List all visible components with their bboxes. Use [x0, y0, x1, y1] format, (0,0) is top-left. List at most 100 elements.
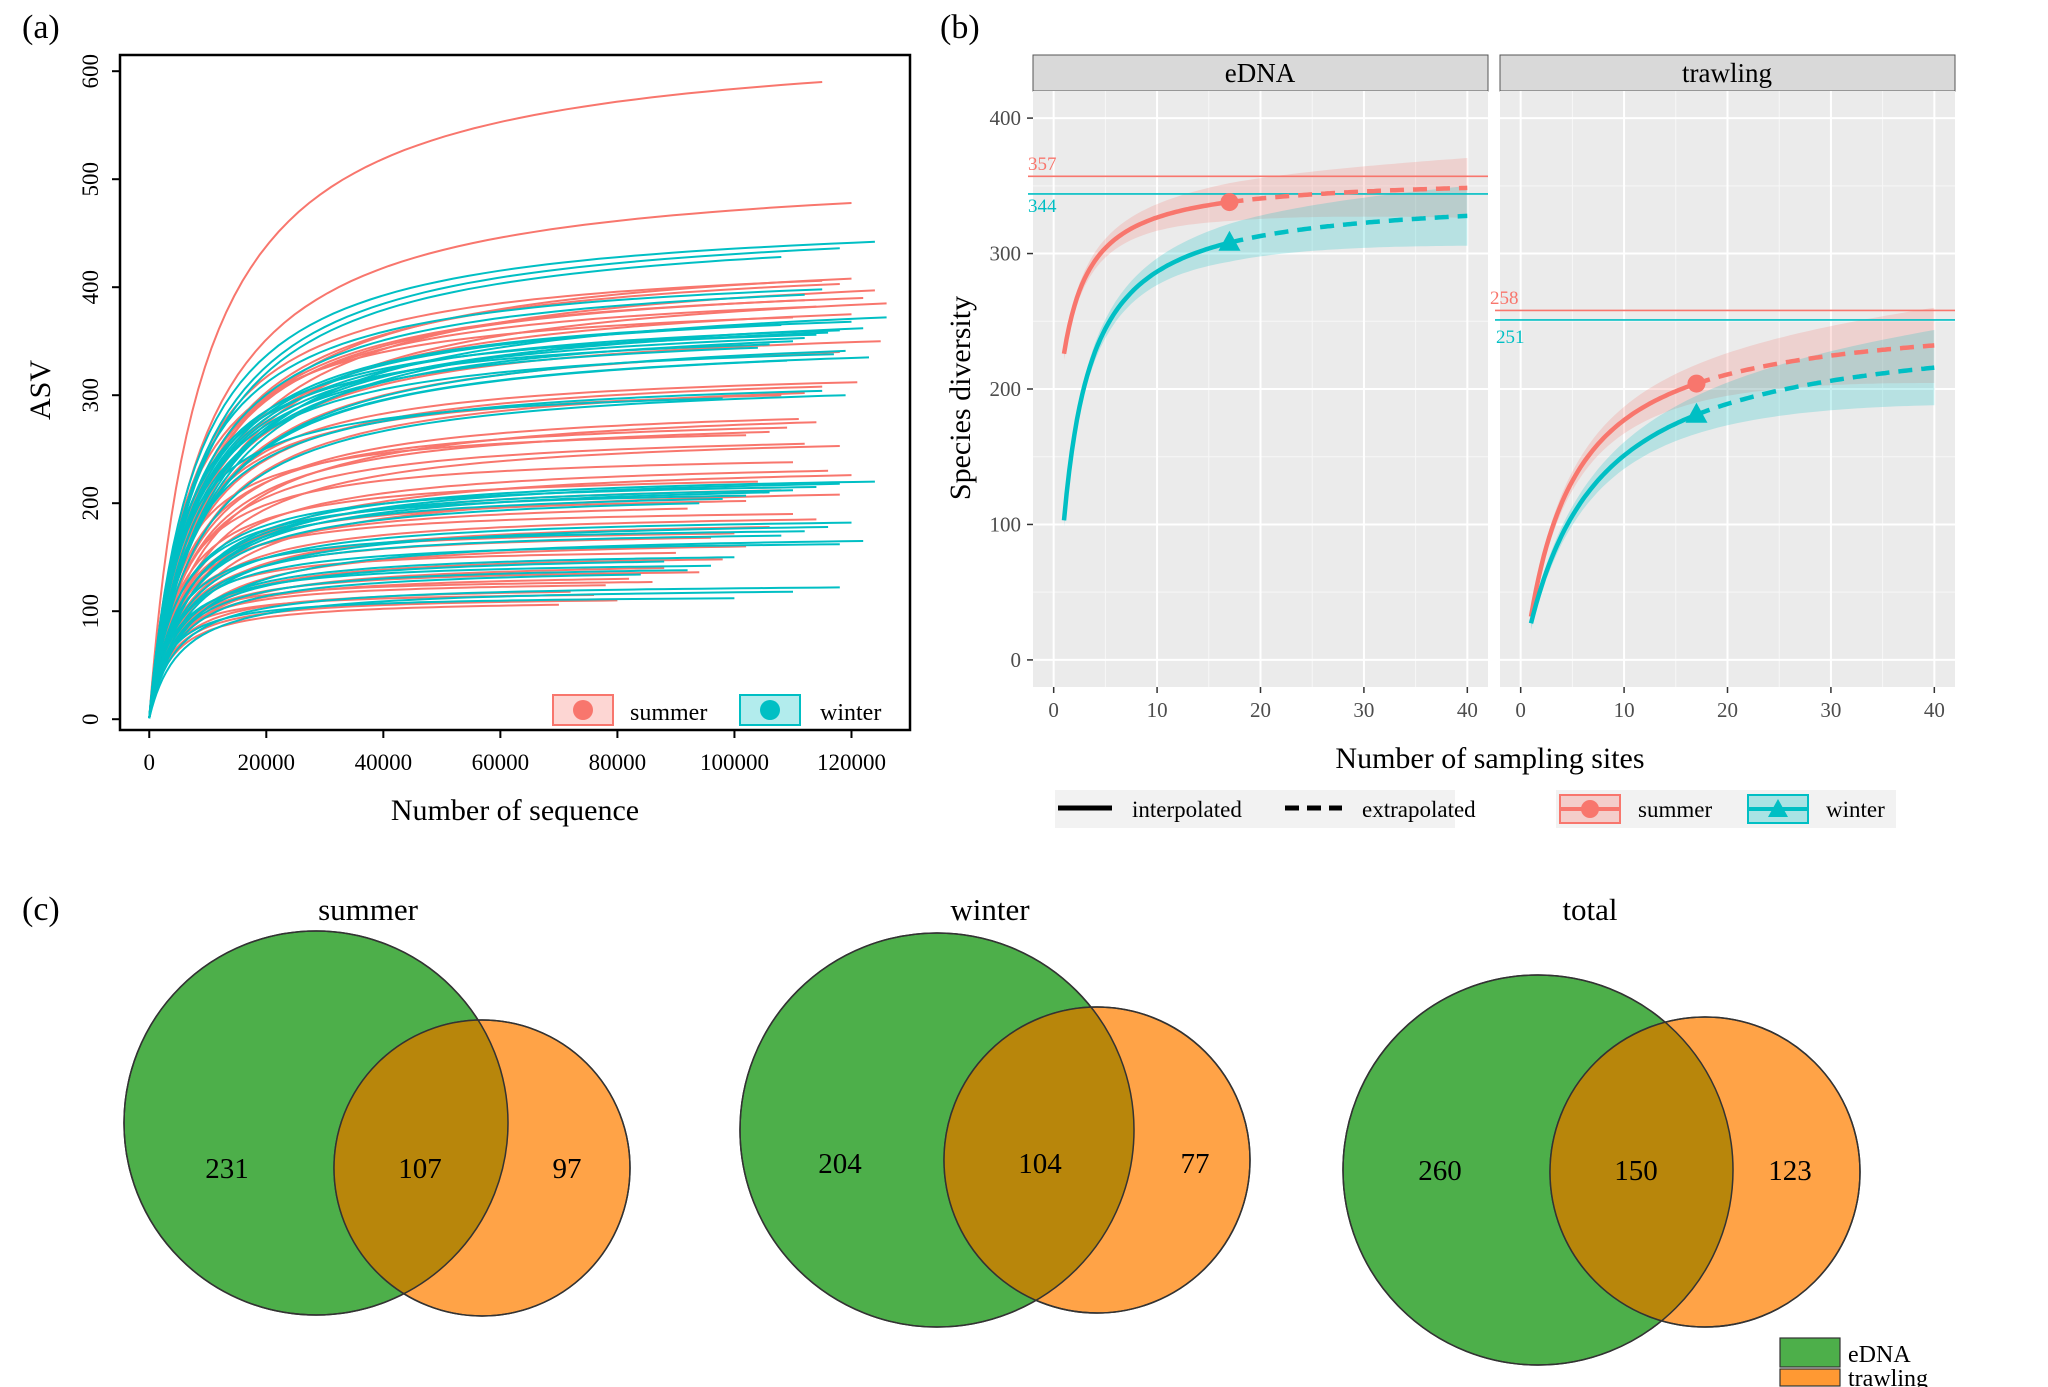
- panel-label-b: (b): [940, 9, 980, 46]
- rarefaction-curve-winter: [148, 573, 641, 719]
- confidence-band-winter: [1531, 330, 1935, 630]
- rarefaction-curve-winter: [148, 521, 852, 719]
- rarefaction-curve-winter: [148, 540, 864, 719]
- y-tick-label: 400: [78, 270, 103, 305]
- panel-a-rarefaction-chart: 0 20000 40000 60000 80000 100000 120000 0 100 20…: [24, 53, 912, 827]
- legend-marker-b-summer: [1581, 800, 1599, 818]
- rarefaction-curve-winter: [148, 543, 840, 719]
- panel-b-y-axis-label: Species diversity: [944, 296, 977, 500]
- venn-count-summer-both: 107: [398, 1153, 442, 1185]
- asymptote-label-trawling-winter: 251: [1496, 327, 1525, 348]
- extrapolated-curve-winter: [1695, 365, 1935, 417]
- venn-outline-edna-winter: [739, 932, 1135, 1328]
- x-tick-label: 30: [1820, 698, 1841, 722]
- legend-label-extrapolated: extrapolated: [1362, 797, 1476, 822]
- rarefaction-curve-winter: [148, 564, 712, 719]
- rarefaction-curve-winter: [148, 359, 788, 719]
- x-tick-label: 0: [144, 750, 156, 775]
- x-tick-label: 20: [1717, 698, 1738, 722]
- rarefaction-curve-winter: [148, 597, 735, 719]
- venn-total: total 260 150 123: [1342, 892, 1861, 1366]
- x-tick-label: 20000: [238, 750, 296, 775]
- y-tick-label: 100: [990, 512, 1022, 536]
- observed-point-summer: [1687, 374, 1706, 393]
- x-tick-label: 100000: [700, 750, 769, 775]
- facet-strip-edna: [1032, 54, 1489, 92]
- venn-summer: summer 231 107 97: [123, 892, 631, 1317]
- confidence-band-summer: [1531, 307, 1935, 623]
- venn-overlap-summer: [334, 1020, 508, 1315]
- panel-label-a: (a): [22, 9, 60, 46]
- y-tick-label: 200: [990, 377, 1022, 401]
- interpolated-curve-summer: [1528, 381, 1698, 617]
- facet-strip-label-trawling: trawling: [1682, 58, 1772, 88]
- rarefaction-curve-winter: [148, 353, 834, 719]
- facet-strip-trawling: [1499, 54, 1956, 92]
- rarefaction-curve-winter: [148, 397, 723, 719]
- rarefaction-curve-winter: [148, 497, 723, 719]
- panel-c-venn-diagrams: summer 231 107 97 winter 204 104 77 tota…: [123, 892, 1928, 1387]
- x-tick-label: 120000: [817, 750, 886, 775]
- asymptote-label-trawling-summer: 258: [1490, 288, 1519, 309]
- rarefaction-curve-winter: [148, 502, 700, 719]
- rarefaction-curve-winter: [148, 394, 846, 719]
- panel-c-legend: eDNA trawling: [1779, 1337, 1928, 1387]
- panel-a-x-axis-label: Number of sequence: [391, 794, 639, 827]
- interpolated-curve-summer: [1061, 199, 1230, 355]
- venn-title-winter: winter: [950, 892, 1030, 927]
- x-tick-label: 0: [1048, 698, 1059, 722]
- venn-count-total-edna: 260: [1418, 1155, 1462, 1187]
- rarefaction-curve-winter: [148, 569, 688, 719]
- panel-b-gridlines: [1033, 91, 1955, 687]
- y-tick-label: 300: [990, 242, 1022, 266]
- rarefaction-curve-winter: [148, 240, 875, 719]
- panel-b-x-axis-label: Number of sampling sites: [1335, 742, 1644, 775]
- asymptote-label-edna-summer: 357: [1028, 154, 1057, 175]
- venn-count-winter-trawling: 77: [1181, 1148, 1210, 1180]
- panel-a-y-ticks: 0 100 200 300 400 500 600: [78, 54, 120, 725]
- legend-label-winter: winter: [820, 700, 881, 726]
- rarefaction-curve-winter: [148, 494, 747, 719]
- venn-title-summer: summer: [318, 892, 419, 927]
- x-tick-label: 30: [1353, 698, 1374, 722]
- legend-marker-b-winter: [1768, 799, 1788, 817]
- venn-count-summer-trawling: 97: [553, 1153, 582, 1185]
- x-tick-label: 40: [1924, 698, 1945, 722]
- rarefaction-curve-winter: [148, 530, 805, 719]
- x-tick-label: 10: [1614, 698, 1635, 722]
- y-tick-label: 200: [78, 486, 103, 521]
- panel-b-curves: [1028, 158, 1955, 630]
- legend-marker-winter: [760, 700, 780, 720]
- panel-a-legend: summer winter: [552, 694, 881, 726]
- legend-label-summer: summer: [630, 700, 707, 726]
- x-tick-label: 60000: [472, 750, 530, 775]
- observed-point-summer: [1220, 193, 1239, 212]
- venn-count-winter-edna: 204: [818, 1148, 862, 1180]
- observed-point-winter: [1685, 402, 1708, 423]
- x-tick-label: 20: [1250, 698, 1271, 722]
- x-tick-label: 10: [1147, 698, 1168, 722]
- venn-overlap-total: [1550, 1017, 1733, 1327]
- legend-key-edna: [1779, 1337, 1841, 1368]
- y-tick-label: 100: [78, 594, 103, 629]
- y-tick-label: 0: [78, 713, 103, 725]
- interpolated-curve-winter: [1061, 240, 1231, 521]
- legend-label-b-winter: winter: [1826, 797, 1885, 822]
- asymptote-label-edna-winter: 344: [1028, 196, 1057, 217]
- x-tick-label: 40: [1457, 698, 1478, 722]
- confidence-band-winter: [1064, 186, 1468, 527]
- legend-marker-summer: [573, 700, 593, 720]
- venn-outline-edna-total: [1342, 974, 1734, 1366]
- y-tick-label: 400: [990, 106, 1022, 130]
- y-tick-label: 500: [78, 162, 103, 197]
- legend-label-b-summer: summer: [1638, 797, 1712, 822]
- y-tick-label: 600: [78, 54, 103, 89]
- rarefaction-curve-winter: [148, 556, 735, 719]
- venn-winter: winter 204 104 77: [739, 892, 1251, 1328]
- y-tick-label: 300: [78, 378, 103, 413]
- x-tick-label: 0: [1515, 698, 1526, 722]
- panel-a-y-axis-label: ASV: [24, 360, 57, 420]
